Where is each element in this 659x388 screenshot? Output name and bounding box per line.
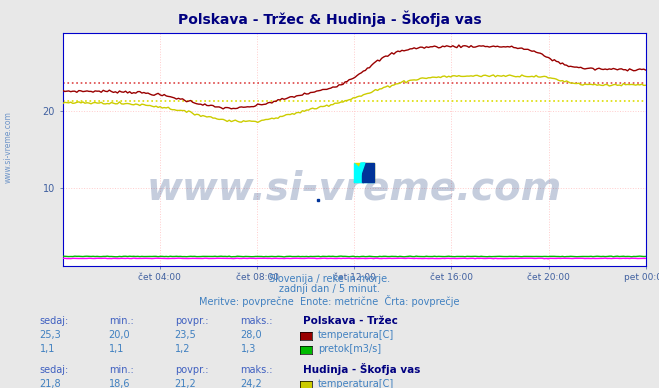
Text: 1,1: 1,1 [109,344,124,354]
Polygon shape [355,163,374,182]
Text: 18,6: 18,6 [109,379,130,388]
Polygon shape [355,163,365,182]
Text: min.:: min.: [109,316,134,326]
Text: 20,0: 20,0 [109,330,130,340]
Text: 25,3: 25,3 [40,330,61,340]
Text: povpr.:: povpr.: [175,365,208,375]
Text: zadnji dan / 5 minut.: zadnji dan / 5 minut. [279,284,380,294]
Text: Meritve: povprečne  Enote: metrične  Črta: povprečje: Meritve: povprečne Enote: metrične Črta:… [199,295,460,307]
Text: 1,3: 1,3 [241,344,256,354]
Text: Polskava - Tržec: Polskava - Tržec [303,316,398,326]
Text: temperatura[C]: temperatura[C] [318,330,394,340]
Text: 21,2: 21,2 [175,379,196,388]
Text: maks.:: maks.: [241,365,273,375]
Text: Slovenija / reke in morje.: Slovenija / reke in morje. [269,274,390,284]
Text: 1,1: 1,1 [40,344,55,354]
Text: 23,5: 23,5 [175,330,196,340]
Text: min.:: min.: [109,365,134,375]
Text: Hudinja - Škofja vas: Hudinja - Škofja vas [303,363,420,375]
Text: 1,2: 1,2 [175,344,190,354]
Text: sedaj:: sedaj: [40,365,69,375]
Text: maks.:: maks.: [241,316,273,326]
Text: Polskava - Tržec & Hudinja - Škofja vas: Polskava - Tržec & Hudinja - Škofja vas [178,11,481,28]
Text: pretok[m3/s]: pretok[m3/s] [318,344,381,354]
Text: 24,2: 24,2 [241,379,262,388]
Text: www.si-vreme.com: www.si-vreme.com [146,170,562,208]
Text: temperatura[C]: temperatura[C] [318,379,394,388]
Text: www.si-vreme.com: www.si-vreme.com [3,111,13,184]
Text: 28,0: 28,0 [241,330,262,340]
Text: sedaj:: sedaj: [40,316,69,326]
Polygon shape [355,163,374,182]
Text: 21,8: 21,8 [40,379,61,388]
Text: povpr.:: povpr.: [175,316,208,326]
Polygon shape [362,163,374,182]
